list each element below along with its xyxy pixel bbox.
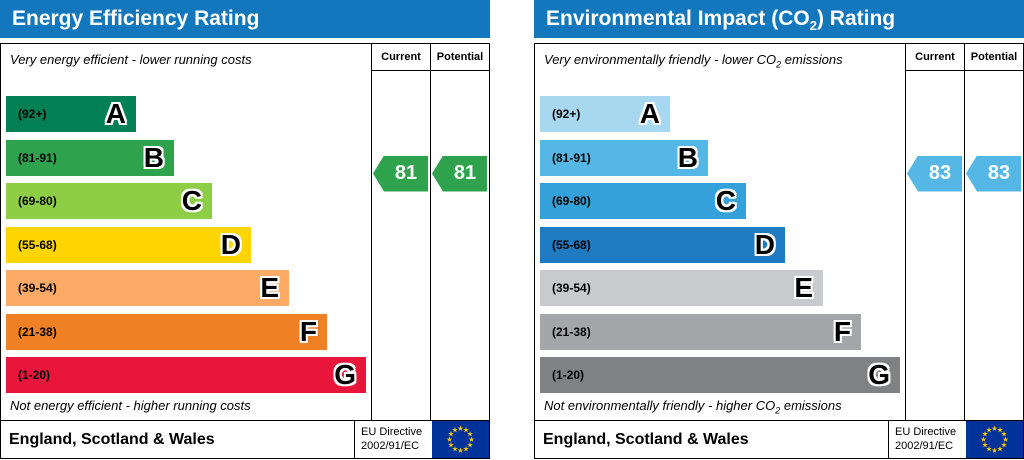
panel-footer: England, Scotland & Wales EU Directive 2… [535,420,1023,458]
rating-band-a: (92+) A [540,96,670,132]
band-range-label: (69-80) [552,194,591,208]
current-column-header: Current [381,51,421,63]
title-text: Environmental Impact (CO [546,7,810,30]
current-column-divider [905,44,906,421]
environmental-impact-title: Environmental Impact (CO2) Rating [534,0,1024,38]
band-range-label: (55-68) [18,237,57,252]
panel-footer: England, Scotland & Wales EU Directive 2… [1,420,489,458]
column-header-underline [905,70,1023,71]
band-letter: D [754,228,775,260]
title-text-suffix: ) Rating [816,7,896,30]
energy-efficiency-title: Energy Efficiency Rating [0,0,490,38]
band-range-label: (21-38) [18,324,57,339]
band-range-label: (81-91) [552,150,591,165]
eu-directive-line1: EU Directive [895,426,957,438]
energy-efficiency-panel: Energy Efficiency Rating Current Potenti… [0,0,490,459]
bottom-note: Not environmentally friendly - higher CO… [544,398,842,416]
band-letter: B [143,141,164,173]
band-range-label: (69-80) [18,194,57,208]
band-range-label: (55-68) [552,237,591,252]
rating-band-e: (39-54) E [6,270,289,306]
band-letter: F [299,315,317,347]
eu-directive-line2: 2002/91/EC [895,440,954,452]
top-note: Very environmentally friendly - lower CO… [544,52,843,70]
environmental-impact-panel: Environmental Impact (CO2) Rating Curren… [534,0,1024,459]
band-letter: E [794,272,813,303]
band-range-label: (92+) [18,107,47,121]
band-range-label: (92+) [552,107,581,121]
band-range-label: (1-20) [552,368,585,382]
energy-rating-chart: Current Potential Very energy efficient … [0,43,490,459]
bottom-note: Not energy efficient - higher running co… [10,398,251,413]
rating-band-c: (69-80) C [6,183,212,219]
band-letter: C [181,185,202,216]
eu-flag-graphic [432,421,489,458]
band-range-label: (39-54) [552,281,591,295]
environmental-rating-chart: Current Potential Very environmentally f… [534,43,1024,459]
region-label: England, Scotland & Wales [9,430,215,448]
title-subscript: 2 [809,18,817,34]
potential-column-header: Potential [436,51,484,63]
rating-band-c: (69-80) C [540,183,746,219]
rating-band-f: (21-38) F [540,313,861,350]
band-range-label: (21-38) [552,324,591,339]
eu-directive-label: EU Directive 2002/91/EC [888,421,966,458]
rating-band-d: (55-68) D [6,226,251,263]
band-range-label: (81-91) [18,150,57,165]
current-column-divider [371,44,372,421]
rating-band-a: (92+) A [6,96,136,132]
region-label: England, Scotland & Wales [543,430,749,448]
eu-directive-line1: EU Directive [361,426,423,438]
column-header-underline [371,70,489,71]
current-rating-arrow: 81 [373,155,428,192]
band-range-label: (1-20) [18,368,51,382]
potential-rating-arrow: 83 [966,155,1021,192]
potential-rating-arrow: 81 [432,155,487,192]
rating-band-e: (39-54) E [540,270,823,306]
top-note: Very energy efficient - lower running co… [10,52,252,67]
rating-band-g: (1-20) G [6,357,366,393]
band-letter: C [715,185,736,216]
rating-band-b: (81-91) B [6,139,174,176]
band-letter: A [105,98,126,129]
eu-directive-line2: 2002/91/EC [361,440,420,452]
rating-band-g: (1-20) G [540,357,900,393]
rating-band-b: (81-91) B [540,139,708,176]
potential-column-header: Potential [970,51,1018,63]
band-letter: E [260,272,279,303]
rating-band-f: (21-38) F [6,313,327,350]
current-column-header: Current [915,51,955,63]
rating-band-d: (55-68) D [540,226,785,263]
band-letter: D [220,228,241,260]
potential-column-divider [430,44,431,421]
eu-flag [966,421,1023,458]
band-letter: B [677,141,698,173]
band-letter: F [833,315,851,347]
eu-flag-graphic [966,421,1023,458]
band-letter: G [868,359,890,390]
title-text: Energy Efficiency Rating [12,7,260,30]
current-rating-arrow: 83 [907,155,962,192]
eu-directive-label: EU Directive 2002/91/EC [354,421,432,458]
potential-column-divider [964,44,965,421]
band-letter: A [639,98,660,129]
band-letter: G [334,359,356,390]
band-range-label: (39-54) [18,281,57,295]
eu-flag [432,421,489,458]
